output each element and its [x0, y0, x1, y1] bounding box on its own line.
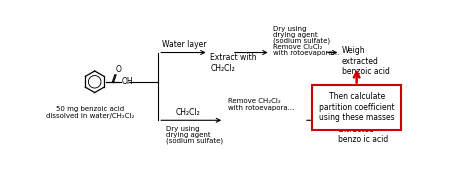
Text: Weigh
extracted
benzoic acid: Weigh extracted benzoic acid: [341, 46, 389, 76]
Text: drying agent: drying agent: [166, 132, 210, 138]
FancyBboxPatch shape: [312, 85, 400, 130]
Text: Water layer: Water layer: [161, 40, 206, 49]
Text: Then calculate
partition coefficient
using these masses: Then calculate partition coefficient usi…: [318, 92, 394, 122]
Text: 50 mg benzoic acid
dissolved in water/CH₂Cl₂: 50 mg benzoic acid dissolved in water/CH…: [46, 106, 134, 119]
Text: CH₂Cl₂: CH₂Cl₂: [175, 108, 200, 117]
Text: O: O: [115, 65, 121, 74]
Text: (sodium sulfate): (sodium sulfate): [166, 138, 223, 144]
Text: Dry using: Dry using: [166, 126, 199, 132]
Text: Weigh
extracted
benzo ic acid: Weigh extracted benzo ic acid: [337, 114, 387, 144]
Text: drying agent: drying agent: [272, 32, 317, 38]
Text: Remove CH₂Cl₂
with rotoevapora...: Remove CH₂Cl₂ with rotoevapora...: [228, 98, 294, 111]
Text: (sodium sulfate): (sodium sulfate): [272, 38, 330, 44]
Text: Remove Cl₂Cl₂: Remove Cl₂Cl₂: [272, 44, 322, 50]
Text: Dry using: Dry using: [272, 26, 306, 31]
Text: Extract with
CH₂Cl₂: Extract with CH₂Cl₂: [210, 53, 256, 73]
Text: with rotoevapora...: with rotoevapora...: [272, 50, 339, 56]
Text: OH: OH: [121, 77, 133, 86]
